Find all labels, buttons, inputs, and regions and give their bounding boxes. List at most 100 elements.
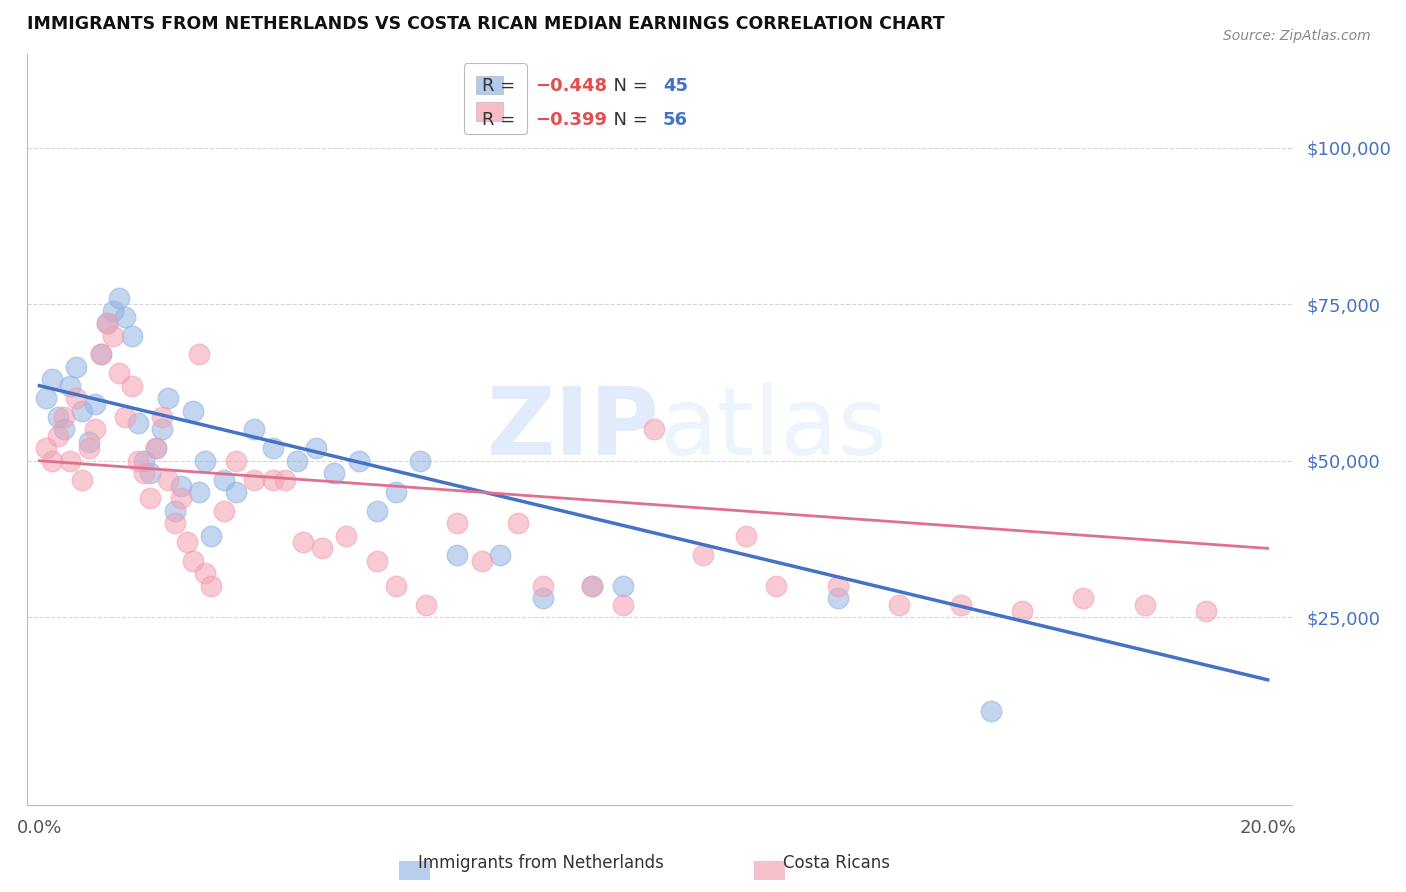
Point [127,416,149,430]
Point [489,548,512,562]
Point [335,529,357,543]
Point [169,491,191,506]
Point [150,422,173,436]
Point [765,579,787,593]
Point [101,328,124,343]
Point [889,598,911,612]
Point [446,548,468,562]
Point [508,516,530,531]
Point [108,366,131,380]
Point [52,409,75,424]
Text: N =: N = [602,111,654,129]
Point [188,347,211,361]
Point [139,467,162,481]
Point [292,535,315,549]
Point [415,598,437,612]
Point [121,328,143,343]
Point [212,473,235,487]
Point [52,422,75,436]
Point [157,473,180,487]
Point [949,598,972,612]
Point [531,591,554,606]
Point [366,554,388,568]
Point [262,442,284,456]
Text: R =: R = [482,111,522,129]
Point [274,473,297,487]
Point [200,529,222,543]
Text: atlas: atlas [659,384,889,475]
Point [366,504,388,518]
Point [531,579,554,593]
Point [150,409,173,424]
Point [612,579,634,593]
Text: Costa Ricans: Costa Ricans [783,855,890,872]
Point [72,403,94,417]
Point [169,479,191,493]
Point [225,454,247,468]
Point [163,516,186,531]
Point [114,310,136,324]
Point [59,454,82,468]
Text: −0.448: −0.448 [536,77,607,95]
Point [72,473,94,487]
Point [212,504,235,518]
Text: 45: 45 [662,77,688,95]
Bar [754,861,785,880]
Point [980,704,1002,718]
Text: ZIP: ZIP [486,384,659,475]
Point [225,485,247,500]
Point [194,566,217,581]
Point [612,598,634,612]
Point [34,442,56,456]
Point [127,454,149,468]
Point [90,347,112,361]
Point [581,579,603,593]
Point [96,316,118,330]
Point [121,378,143,392]
Point [114,409,136,424]
Point [181,403,204,417]
Text: N =: N = [602,77,654,95]
Point [384,485,406,500]
Legend: , : , [464,63,527,134]
Point [77,442,100,456]
Point [34,391,56,405]
Point [46,429,69,443]
Point [285,454,308,468]
Point [347,454,370,468]
Point [46,409,69,424]
Text: IMMIGRANTS FROM NETHERLANDS VS COSTA RICAN MEDIAN EARNINGS CORRELATION CHART: IMMIGRANTS FROM NETHERLANDS VS COSTA RIC… [27,15,945,33]
Point [311,541,333,556]
Point [734,529,756,543]
Point [83,422,105,436]
Point [132,467,155,481]
Point [108,291,131,305]
Point [194,454,217,468]
Point [65,359,87,374]
Point [1133,598,1156,612]
Point [145,442,167,456]
Point [384,579,406,593]
Point [139,491,162,506]
Point [83,397,105,411]
Bar [399,861,430,880]
Point [188,485,211,500]
Point [132,454,155,468]
Point [101,303,124,318]
Point [1195,604,1218,618]
Point [243,473,266,487]
Text: 56: 56 [662,111,688,129]
Point [145,442,167,456]
Point [90,347,112,361]
Point [409,454,432,468]
Point [262,473,284,487]
Point [157,391,180,405]
Text: R =: R = [482,77,522,95]
Point [1011,604,1033,618]
Point [323,467,346,481]
Point [305,442,328,456]
Point [581,579,603,593]
Point [181,554,204,568]
Point [96,316,118,330]
Point [243,422,266,436]
